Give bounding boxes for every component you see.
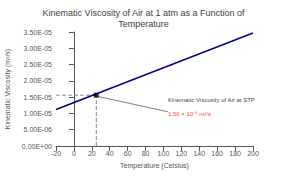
svg-text:180: 180 — [229, 150, 241, 157]
svg-text:3.50E-05: 3.50E-05 — [24, 29, 53, 36]
svg-text:1.00E-05: 1.00E-05 — [24, 110, 53, 117]
svg-text:40: 40 — [106, 150, 114, 157]
svg-text:1.56 × 10⁻⁵ m²/s: 1.56 × 10⁻⁵ m²/s — [168, 111, 211, 117]
svg-text:Temperature: Temperature — [118, 19, 169, 29]
svg-text:200: 200 — [247, 150, 259, 157]
svg-text:Kinematic Viscosity of Air at: Kinematic Viscosity of Air at 1 atm as a… — [43, 8, 245, 18]
svg-text:-20: -20 — [51, 150, 61, 157]
svg-text:140: 140 — [193, 150, 205, 157]
svg-text:Kinematic Viscosity (m²/s): Kinematic Viscosity (m²/s) — [4, 49, 12, 129]
svg-text:5.00E-06: 5.00E-06 — [24, 126, 53, 133]
svg-text:120: 120 — [176, 150, 188, 157]
svg-text:Temperature (Celsius): Temperature (Celsius) — [120, 162, 189, 170]
svg-text:80: 80 — [142, 150, 150, 157]
svg-text:20: 20 — [88, 150, 96, 157]
svg-text:60: 60 — [124, 150, 132, 157]
svg-text:1.50E-05: 1.50E-05 — [24, 94, 53, 101]
svg-text:100: 100 — [158, 150, 170, 157]
svg-text:160: 160 — [211, 150, 223, 157]
svg-text:0: 0 — [72, 150, 76, 157]
svg-text:Kinematic Viscosity of Air at: Kinematic Viscosity of Air at STP — [168, 97, 255, 103]
svg-text:2.50E-05: 2.50E-05 — [24, 61, 53, 68]
svg-text:2.00E-05: 2.00E-05 — [24, 77, 53, 84]
svg-text:3.00E-05: 3.00E-05 — [24, 45, 53, 52]
svg-text:0.00E+00: 0.00E+00 — [22, 143, 52, 150]
